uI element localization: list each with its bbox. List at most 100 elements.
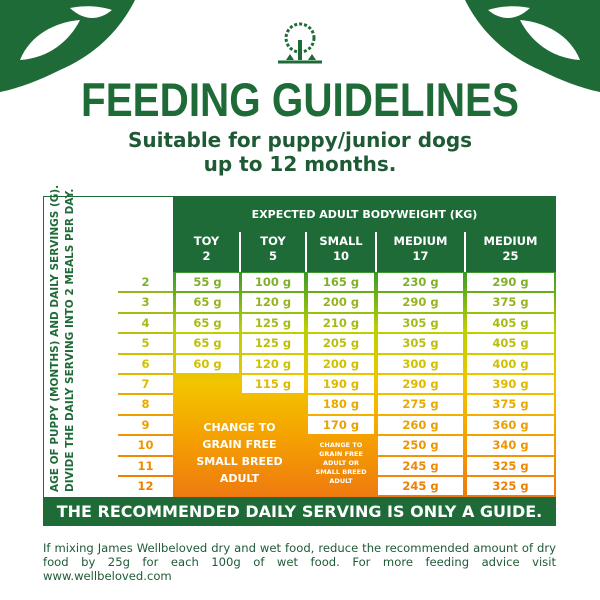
- serving-cell: 260 g: [378, 415, 463, 435]
- leaf-decoration-left: [0, 0, 135, 92]
- serving-cell: 65 g: [176, 313, 239, 333]
- row-divider: [118, 373, 173, 375]
- serving-cell: 275 g: [378, 395, 463, 414]
- notice-line: ADULT: [219, 471, 260, 485]
- column-header: TOY 5: [240, 234, 306, 264]
- serving-cell: 290 g: [378, 293, 463, 312]
- page-title: FEEDING GUIDELINES: [81, 73, 519, 126]
- table-header: EXPECTED ADULT BODYWEIGHT (KG) TOY 2 TOY 5 S…: [173, 196, 556, 272]
- row-age: 4: [141, 315, 150, 330]
- row-divider: [118, 352, 173, 355]
- serving-cell: 115 g: [242, 375, 304, 394]
- serving-cell: 305 g: [378, 334, 463, 353]
- row-age: 8: [141, 397, 150, 412]
- serving-cell: 325 g: [467, 477, 554, 496]
- subtitle-line-2: up to 12 months.: [203, 152, 397, 176]
- serving-cell: 165 g: [308, 273, 374, 292]
- serving-cell: 125 g: [242, 313, 304, 333]
- serving-cell: 120 g: [242, 293, 304, 312]
- serving-cell: 390 g: [467, 375, 554, 394]
- guide-banner: THE RECOMMENDED DAILY SERVING IS ONLY A …: [43, 497, 556, 526]
- row-age: 9: [141, 417, 150, 432]
- serving-cell: 305 g: [378, 313, 463, 333]
- row-age: 10: [137, 438, 154, 453]
- column-weight: 5: [268, 249, 277, 263]
- column-size: MEDIUM: [483, 234, 538, 248]
- row-age: 11: [137, 458, 154, 473]
- serving-cell: 55 g: [176, 273, 239, 292]
- serving-cell: 125 g: [242, 334, 304, 353]
- column-divider: [305, 232, 307, 272]
- serving-cell: 200 g: [308, 354, 374, 373]
- row-divider: [118, 332, 173, 335]
- row-divider: [118, 311, 173, 314]
- column-header: SMALL 10: [306, 234, 376, 264]
- notice-line: GRAIN FREE: [202, 437, 277, 451]
- row-age: 5: [141, 336, 150, 351]
- serving-cell: 375 g: [467, 293, 554, 312]
- notice-line: ADULT OR: [323, 459, 359, 468]
- serving-cell: 290 g: [378, 375, 463, 394]
- serving-cell: 405 g: [467, 313, 554, 333]
- column-divider: [375, 232, 377, 272]
- serving-cell: 360 g: [467, 415, 554, 435]
- column-weight: 10: [332, 249, 349, 263]
- serving-cell: 375 g: [467, 395, 554, 414]
- row-divider: [118, 454, 173, 457]
- notice-line: CHANGE TO: [203, 420, 276, 434]
- column-size: SMALL: [319, 234, 363, 248]
- row-divider: [118, 413, 173, 416]
- column-weight: 2: [202, 249, 211, 263]
- serving-cell: 300 g: [378, 354, 463, 373]
- column-weight: 25: [502, 249, 519, 263]
- serving-cell: 170 g: [308, 415, 374, 435]
- row-age: 3: [141, 295, 150, 310]
- serving-cell: 250 g: [378, 436, 463, 455]
- row-age: 6: [141, 356, 150, 371]
- column-header: TOY 2: [173, 234, 240, 264]
- row-divider: [118, 475, 173, 477]
- column-weight: 17: [412, 249, 429, 263]
- change-notice-adult: CHANGE TO GRAIN FREE ADULT OR SMALL BREED AD…: [306, 441, 376, 486]
- row-age: 7: [141, 377, 150, 391]
- serving-cell: 65 g: [176, 334, 239, 353]
- serving-cell: 230 g: [378, 273, 463, 292]
- serving-cell: 340 g: [467, 436, 554, 455]
- row-age: 12: [137, 479, 154, 493]
- serving-cell: 65 g: [176, 293, 239, 312]
- serving-cell: 290 g: [467, 273, 554, 292]
- serving-cell: 405 g: [467, 334, 554, 353]
- notice-line: SMALL BREED: [196, 454, 283, 468]
- column-size: MEDIUM: [393, 234, 448, 248]
- serving-cell: 200 g: [308, 293, 374, 312]
- mixing-note: If mixing James Wellbeloved dry and wet …: [43, 541, 556, 583]
- change-notice-small-breed: CHANGE TO GRAIN FREE SMALL BREED ADULT: [173, 419, 306, 487]
- header-title: EXPECTED ADULT BODYWEIGHT (KG): [251, 208, 478, 221]
- serving-cell: 60 g: [176, 354, 239, 373]
- serving-cell: 325 g: [467, 456, 554, 475]
- notice-line: GRAIN FREE: [319, 450, 363, 459]
- table-body: 55 g 100 g 165 g 230 g 290 g 65 g 120 g 200 g 29…: [173, 272, 556, 497]
- serving-cell: 205 g: [308, 334, 374, 353]
- side-label: AGE OF PUPPY (MONTHS) AND DAILY SERVINGS…: [49, 184, 76, 492]
- serving-cell: 400 g: [467, 354, 554, 373]
- serving-cell: 180 g: [308, 395, 374, 414]
- tree-logo-icon: [278, 22, 322, 64]
- serving-cell: 100 g: [242, 273, 304, 292]
- column-header: MEDIUM 25: [465, 234, 556, 264]
- serving-cell: 120 g: [242, 354, 304, 373]
- column-header: MEDIUM 17: [376, 234, 465, 264]
- column-divider: [239, 232, 241, 272]
- subtitle-line-1: Suitable for puppy/junior dogs: [127, 128, 473, 152]
- row-divider: [118, 291, 173, 294]
- notice-line: CHANGE TO: [319, 441, 363, 450]
- serving-cell: 190 g: [308, 375, 374, 394]
- serving-cell: 245 g: [378, 456, 463, 475]
- notice-line: SMALL BREED: [315, 468, 367, 477]
- row-divider: [118, 393, 173, 396]
- serving-cell: 245 g: [378, 477, 463, 496]
- column-divider: [464, 232, 466, 272]
- serving-cell: 210 g: [308, 313, 374, 333]
- column-size: TOY: [260, 234, 286, 248]
- row-age: 2: [141, 275, 150, 289]
